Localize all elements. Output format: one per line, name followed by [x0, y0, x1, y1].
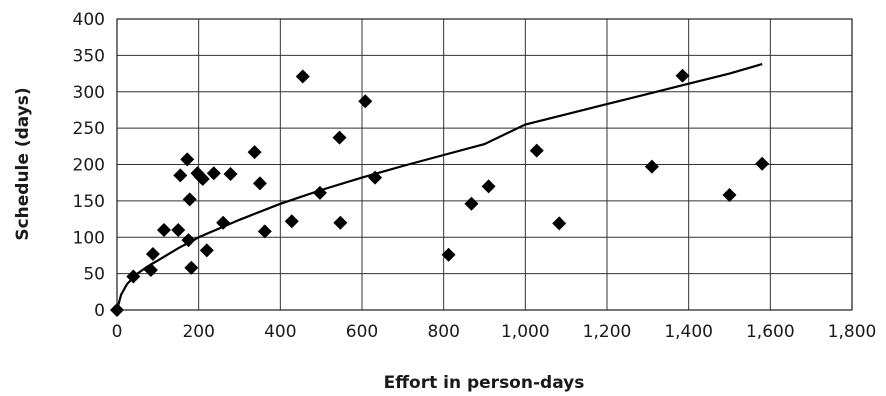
data-point [441, 247, 456, 262]
y-tick-label: 100 [73, 228, 105, 248]
x-tick-label: 1,600 [746, 322, 795, 342]
x-tick-label: 600 [346, 322, 378, 342]
y-tick-label: 400 [73, 10, 105, 30]
data-point [284, 214, 299, 229]
data-point [332, 130, 347, 145]
y-tick-label: 150 [73, 192, 105, 212]
data-point [206, 166, 221, 181]
data-point [182, 192, 197, 207]
data-point [180, 152, 195, 167]
data-point [252, 176, 267, 191]
data-points [110, 68, 770, 317]
data-point [529, 143, 544, 158]
x-tick-label: 1,200 [583, 322, 632, 342]
data-point [644, 159, 659, 174]
data-point [481, 179, 496, 194]
plot-border [116, 18, 853, 311]
data-point [199, 243, 214, 258]
y-tick-label: 50 [83, 265, 105, 285]
y-tick-label: 350 [73, 46, 105, 66]
x-tick-label: 200 [182, 322, 214, 342]
y-axis-title: Schedule (days) [13, 87, 33, 240]
x-tick-label: 1,800 [828, 322, 877, 342]
data-point [312, 185, 327, 200]
data-point [333, 215, 348, 230]
data-point [145, 246, 160, 261]
y-tick-label: 200 [73, 156, 105, 176]
x-tick-label: 1,400 [664, 322, 713, 342]
x-tick-label: 800 [427, 322, 459, 342]
data-point [156, 222, 171, 237]
data-point [552, 216, 567, 231]
x-tick-labels: 0 200 400 600 800 1,000 1,200 1,400 1,600 1,800 [112, 322, 877, 342]
data-point [295, 69, 310, 84]
data-point [755, 156, 770, 171]
data-point [173, 168, 188, 183]
data-point [126, 269, 141, 284]
data-point [171, 222, 186, 237]
data-point [675, 68, 690, 83]
data-point [184, 260, 199, 275]
data-point [257, 224, 272, 239]
y-tick-label: 250 [73, 119, 105, 139]
data-point [216, 215, 231, 230]
y-tick-label: 0 [94, 301, 105, 321]
x-axis-title: Effort in person-days [384, 373, 585, 393]
y-tick-labels: 0 50 100 150 200 250 300 350 400 [73, 10, 105, 321]
data-point [181, 233, 196, 248]
y-tick-label: 300 [73, 83, 105, 103]
data-point [247, 145, 262, 160]
data-point [722, 188, 737, 203]
x-tick-label: 1,000 [501, 322, 550, 342]
data-point [464, 196, 479, 211]
x-tick-label: 0 [112, 322, 123, 342]
data-point [368, 170, 383, 185]
data-point [358, 94, 373, 109]
data-point [143, 262, 158, 277]
data-point [195, 172, 210, 187]
data-point [223, 166, 238, 181]
x-tick-label: 400 [264, 322, 296, 342]
